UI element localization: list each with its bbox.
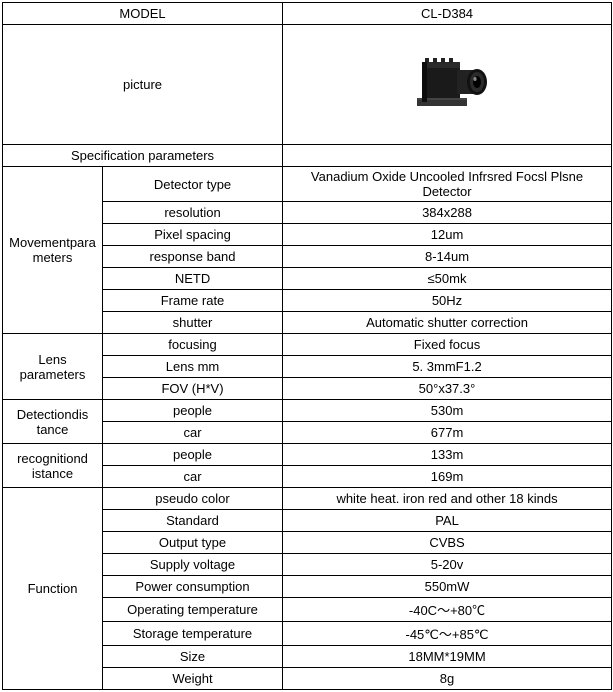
row-value: 50Hz — [283, 290, 612, 312]
row-value: 530m — [283, 400, 612, 422]
row-value: -40C～+80℃ — [283, 598, 612, 622]
row-value: 8g — [283, 668, 612, 690]
group-lens: Lens parameters — [3, 334, 103, 400]
row-label: shutter — [103, 312, 283, 334]
group-function: Function — [3, 488, 103, 690]
row-value: 50°x37.3° — [283, 378, 612, 400]
spec-params-empty — [283, 145, 612, 167]
model-value: CL-D384 — [283, 3, 612, 25]
row-label: people — [103, 400, 283, 422]
spec-table: MODEL CL-D384 picture — [2, 2, 612, 690]
row-label: Standard — [103, 510, 283, 532]
model-label: MODEL — [3, 3, 283, 25]
row-value: 169m — [283, 466, 612, 488]
row-value: 677m — [283, 422, 612, 444]
picture-cell — [283, 25, 612, 145]
row-label: Detector type — [103, 167, 283, 202]
row-value: PAL — [283, 510, 612, 532]
spec-params-label: Specification parameters — [3, 145, 283, 167]
row-value: white heat. iron red and other 18 kinds — [283, 488, 612, 510]
row-label: car — [103, 466, 283, 488]
row-label: Supply voltage — [103, 554, 283, 576]
row-value: 384x288 — [283, 202, 612, 224]
row-label: Operating temperature — [103, 598, 283, 622]
row-value: 5-20v — [283, 554, 612, 576]
row-label: pseudo color — [103, 488, 283, 510]
row-value: 12um — [283, 224, 612, 246]
group-detection: Detectiondis tance — [3, 400, 103, 444]
row-label: NETD — [103, 268, 283, 290]
row-value: Fixed focus — [283, 334, 612, 356]
row-label: Power consumption — [103, 576, 283, 598]
row-label: response band — [103, 246, 283, 268]
row-label: Frame rate — [103, 290, 283, 312]
row-value: Vanadium Oxide Uncooled Infrsred Focsl P… — [283, 167, 612, 202]
group-recognition: recognitiond istance — [3, 444, 103, 488]
row-value: -45℃～+85℃ — [283, 622, 612, 646]
camera-module-icon — [397, 48, 497, 118]
row-value: 8-14um — [283, 246, 612, 268]
row-label: Lens mm — [103, 356, 283, 378]
row-label: Storage temperature — [103, 622, 283, 646]
row-label: Pixel spacing — [103, 224, 283, 246]
row-value: 18MM*19MM — [283, 646, 612, 668]
group-movement: Movementpara meters — [3, 167, 103, 334]
row-value: 5. 3mmF1.2 — [283, 356, 612, 378]
row-value: CVBS — [283, 532, 612, 554]
row-label: FOV (H*V) — [103, 378, 283, 400]
row-label: Weight — [103, 668, 283, 690]
row-label: Output type — [103, 532, 283, 554]
row-label: people — [103, 444, 283, 466]
row-label: resolution — [103, 202, 283, 224]
row-value: Automatic shutter correction — [283, 312, 612, 334]
row-label: Size — [103, 646, 283, 668]
picture-label: picture — [3, 25, 283, 145]
row-label: car — [103, 422, 283, 444]
row-value: 133m — [283, 444, 612, 466]
row-value: ≤50mk — [283, 268, 612, 290]
row-value: 550mW — [283, 576, 612, 598]
row-label: focusing — [103, 334, 283, 356]
